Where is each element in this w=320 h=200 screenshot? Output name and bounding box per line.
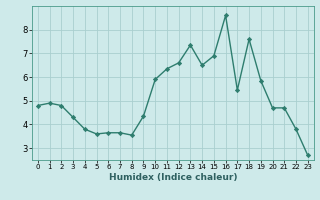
X-axis label: Humidex (Indice chaleur): Humidex (Indice chaleur) xyxy=(108,173,237,182)
